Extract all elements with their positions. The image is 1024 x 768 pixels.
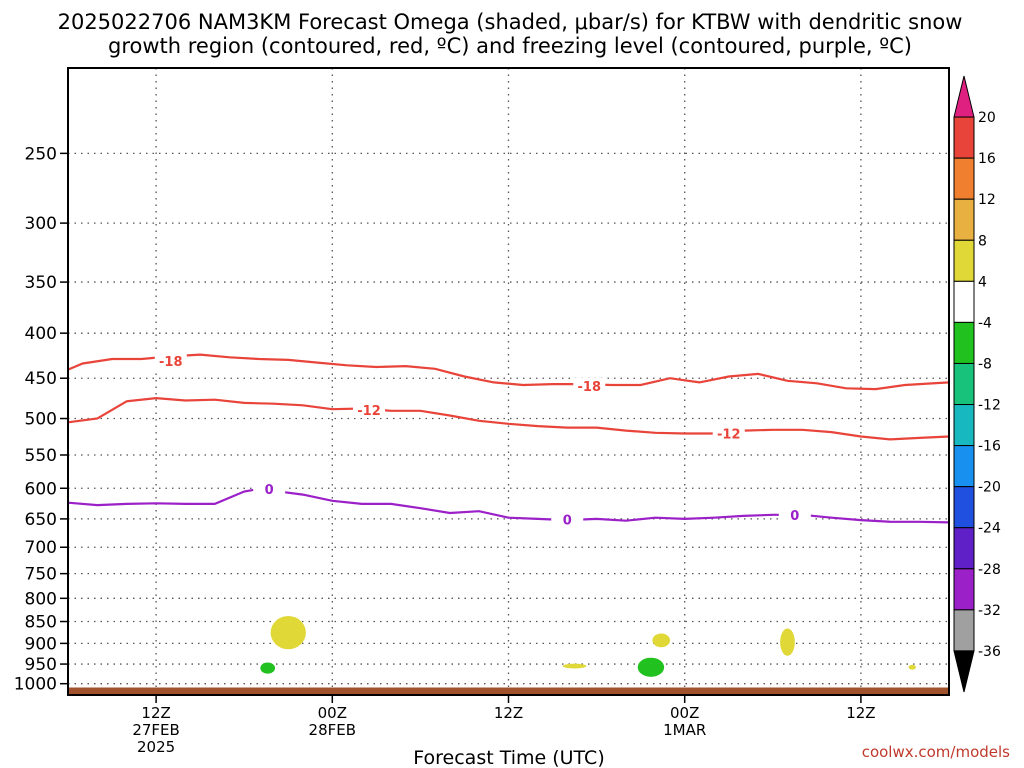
colorbar-swatch-13 (953, 609, 975, 652)
colorbar-label-3: 8 (978, 233, 987, 249)
y-tick-label-300: 300 (25, 214, 57, 234)
omega-blob-2 (562, 663, 587, 669)
colorbar-swatch-2 (953, 157, 975, 200)
colorbar-label-9: -20 (978, 480, 1001, 496)
colorbar-swatch-10 (953, 486, 975, 529)
contour-line-0 (67, 353, 950, 391)
x-tick-label-0-1: 27FEB (132, 721, 179, 739)
y-tick-label-250: 250 (25, 144, 57, 164)
contour-label-1-1: -12 (717, 428, 741, 443)
y-tick-label-800: 800 (25, 589, 57, 609)
colorbar-swatch-8 (953, 404, 975, 447)
contour-label-bg-0-1 (573, 377, 606, 394)
contour-label-bg-2-1 (551, 511, 584, 528)
contour-label-2-1: 0 (563, 513, 572, 528)
y-axis-ticks: 2503003504004505005506006507007508008509… (14, 144, 68, 695)
contour-label-bg-1-0 (353, 402, 386, 419)
omega-blob-1 (260, 662, 276, 674)
x-tick-label-1-0: 00Z (318, 704, 347, 722)
colorbar-label-6: -8 (978, 356, 992, 372)
x-tick-label-4-0: 12Z (846, 704, 875, 722)
y-tick-label-1000: 1000 (14, 675, 57, 695)
omega-blob-3 (637, 657, 665, 677)
colorbar-swatch-1 (953, 116, 975, 159)
y-tick-label-750: 750 (25, 565, 57, 585)
chart-title-line1: 2025022706 NAM3KM Forecast Omega (shaded… (58, 10, 963, 34)
ground-surface (68, 687, 949, 695)
contour-label-bg-0-0 (154, 352, 187, 369)
contour-label-2-0: 0 (265, 483, 274, 498)
colorbar-swatch-4 (953, 239, 975, 282)
y-tick-label-450: 450 (25, 369, 57, 389)
contour-label-bg-2-2 (778, 506, 811, 523)
omega-blob-5 (780, 628, 795, 656)
colorbar-swatch-6 (953, 321, 975, 364)
contour-line-1 (67, 396, 950, 441)
colorbar-label-10: -24 (978, 521, 1001, 537)
x-tick-label-3-0: 00Z (670, 704, 699, 722)
y-tick-label-550: 550 (25, 446, 57, 466)
colorbar-label-4: 4 (978, 274, 987, 290)
contour-line-2 (67, 487, 950, 524)
y-tick-label-500: 500 (25, 410, 57, 430)
x-tick-label-0-0: 12Z (141, 704, 170, 722)
y-tick-label-350: 350 (25, 273, 57, 293)
omega-shading (260, 615, 916, 677)
y-tick-label-900: 900 (25, 634, 57, 654)
contour-label-bg-2-0 (253, 480, 286, 497)
colorbar-swatch-3 (953, 198, 975, 241)
temperature-contours: -18 -18 -12 -12 0 0 0 (67, 352, 950, 528)
grid (68, 68, 949, 695)
omega-blob-4 (652, 633, 671, 648)
colorbar-swatch-11 (953, 527, 975, 570)
colorbar-swatch-12 (953, 568, 975, 611)
colorbar-swatch-9 (953, 445, 975, 488)
contour-label-0-1: -18 (578, 380, 602, 395)
contour-label-1-0: -12 (357, 404, 381, 419)
omega-blob-6 (908, 664, 916, 670)
colorbar-label-8: -16 (978, 439, 1001, 455)
colorbar-label-13: -36 (978, 644, 1001, 660)
colorbar-label-11: -28 (978, 562, 1001, 578)
y-tick-label-600: 600 (25, 479, 57, 499)
contour-label-0-0: -18 (159, 355, 183, 370)
x-tick-label-2-0: 12Z (494, 704, 523, 722)
y-tick-label-700: 700 (25, 538, 57, 558)
chart-title-line2: growth region (contoured, red, ºC) and f… (108, 34, 912, 58)
colorbar-swatch-7 (953, 362, 975, 406)
contour-label-bg-1-1 (712, 425, 745, 442)
x-tick-label-1-1: 28FEB (309, 721, 356, 739)
x-axis-label: Forecast Time (UTC) (413, 747, 604, 768)
colorbar-swatch-5 (953, 280, 975, 323)
colorbar-label-0: 20 (978, 110, 996, 126)
colorbar-label-2: 12 (978, 192, 996, 208)
y-tick-label-400: 400 (25, 324, 57, 344)
credit-text: coolwx.com/models (862, 743, 1010, 761)
colorbar-label-7: -12 (978, 398, 1001, 414)
x-tick-label-3-1: 1MAR (663, 721, 706, 739)
y-tick-label-950: 950 (25, 655, 57, 675)
x-tick-label-0-2: 2025 (137, 738, 175, 756)
y-tick-label-850: 850 (25, 613, 57, 633)
colorbar-bottom-triangle (953, 650, 975, 693)
y-tick-label-650: 650 (25, 510, 57, 530)
omega-blob-0 (270, 615, 306, 650)
colorbar-label-1: 16 (978, 151, 996, 167)
colorbar: 20 16 12 8 4 -4 -8 -12 -16 -20 -24 -28 -32 -36 (953, 75, 1001, 693)
colorbar-label-12: -32 (978, 603, 1001, 619)
colorbar-label-5: -4 (978, 315, 992, 331)
contour-label-2-2: 0 (790, 509, 799, 524)
colorbar-top-triangle (953, 75, 975, 118)
